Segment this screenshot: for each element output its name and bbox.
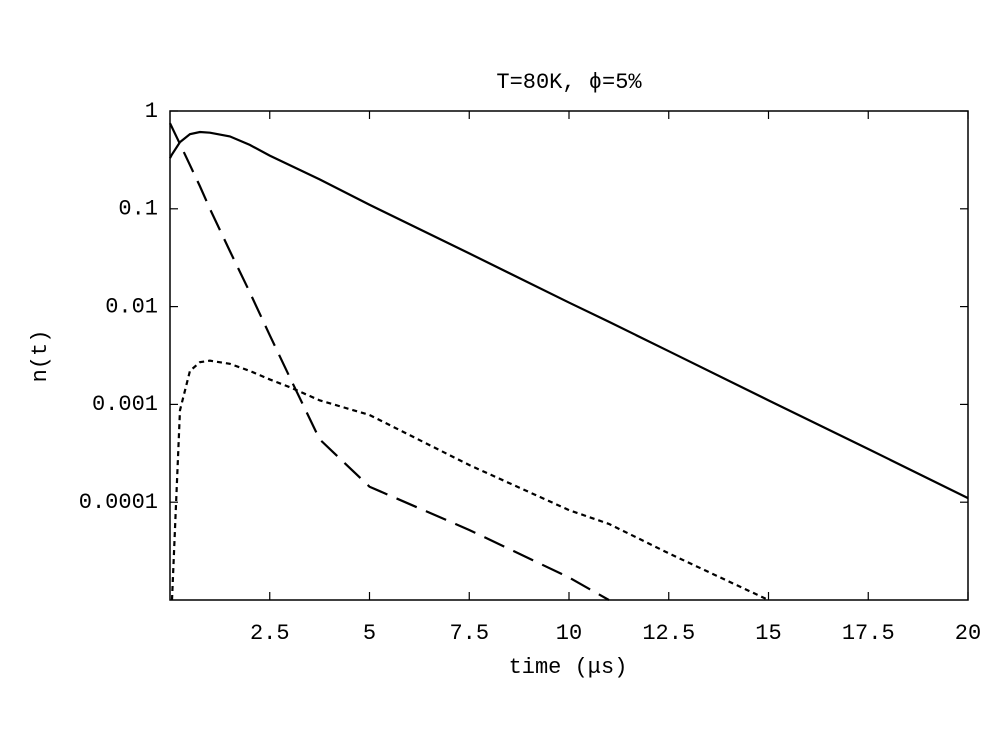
series-line <box>169 130 969 500</box>
y-axis-label: n(t) <box>28 330 53 383</box>
x-tick-label: 5 <box>363 621 376 646</box>
x-tick-label: 12.5 <box>642 621 695 646</box>
y-tick-label: 1 <box>145 99 158 124</box>
x-tick-label: 17.5 <box>842 621 895 646</box>
series-line <box>170 359 769 601</box>
y-tick-label: 0.001 <box>92 392 158 417</box>
x-tick-label: 20 <box>955 621 981 646</box>
x-tick-label: 15 <box>755 621 781 646</box>
x-tick-label: 2.5 <box>250 621 290 646</box>
y-tick-label: 0.01 <box>105 294 158 319</box>
x-axis-label: time (μs) <box>509 655 628 680</box>
chart-title: T=80K, ϕ=5% <box>496 70 642 95</box>
x-tick-label: 7.5 <box>449 621 489 646</box>
series-line <box>169 122 610 601</box>
x-tick-label: 10 <box>556 621 582 646</box>
y-tick-label: 0.0001 <box>79 490 158 515</box>
y-tick-label: 0.1 <box>118 197 158 222</box>
